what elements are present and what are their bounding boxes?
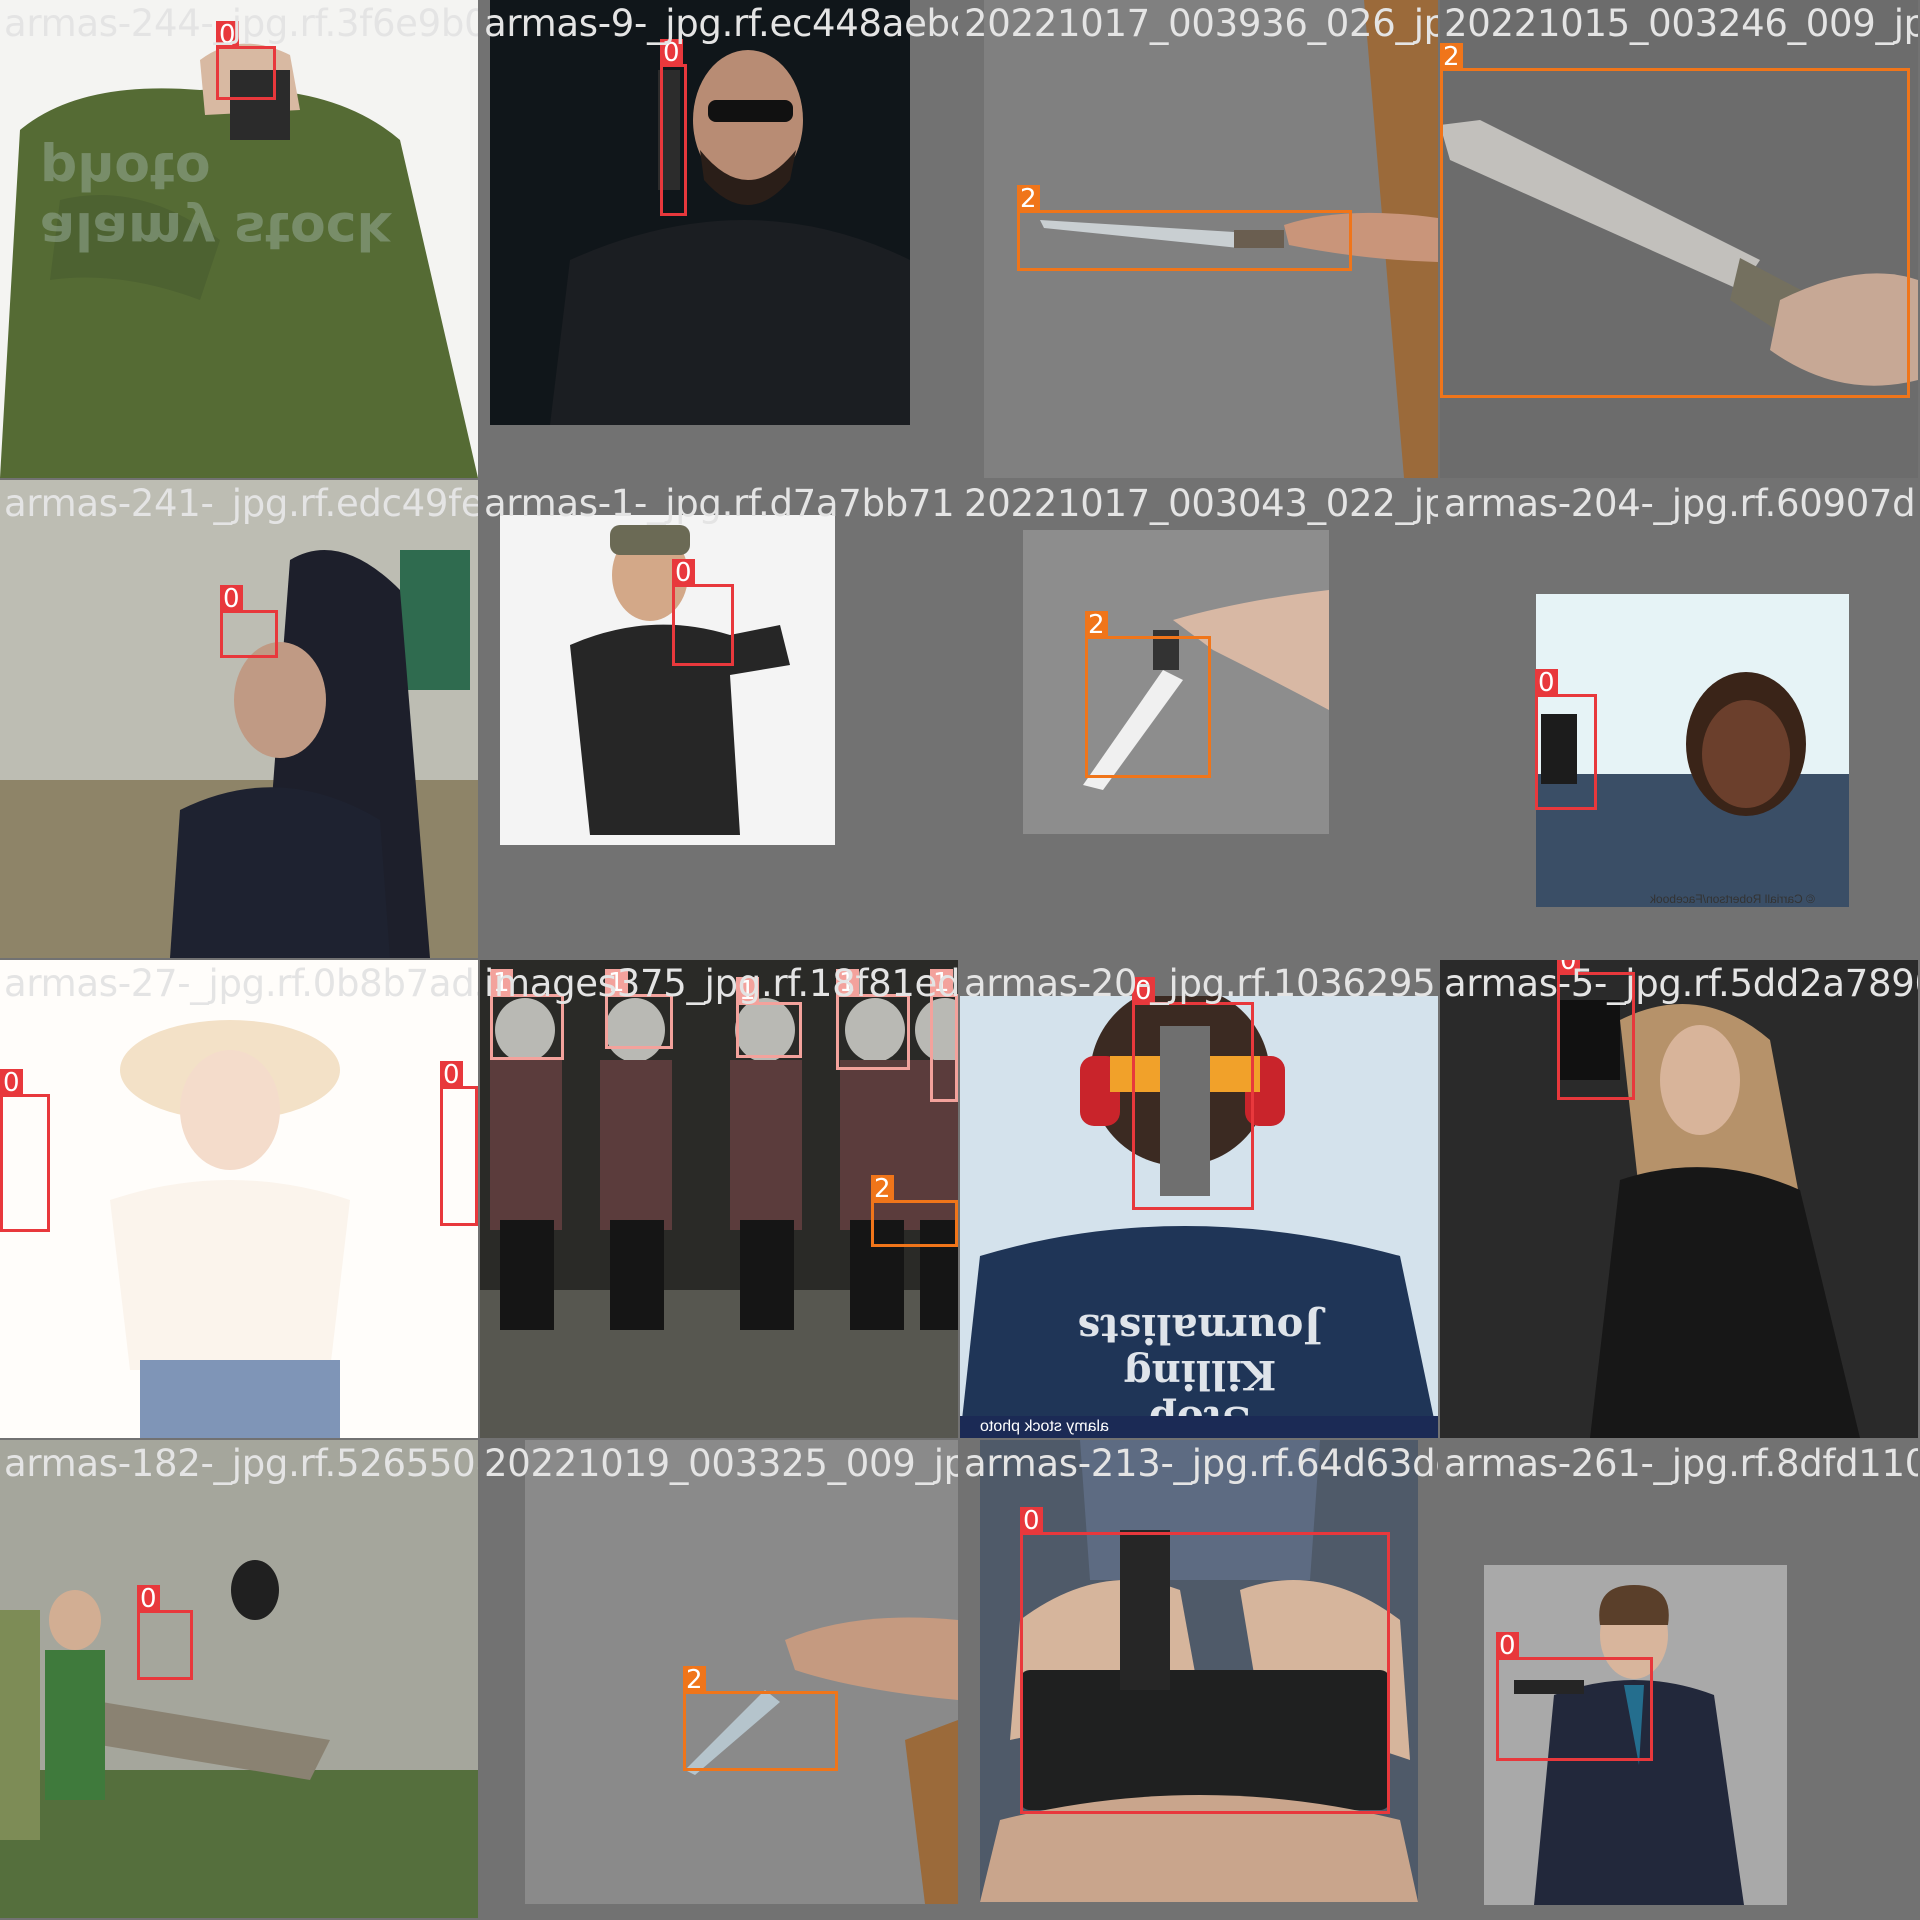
detection-box: 2	[1017, 185, 1352, 271]
class-label: 2	[683, 1666, 706, 1695]
tile-filename: armas-204-_jpg.rf.60907d2b	[1444, 482, 1918, 525]
detection-box: 0	[1496, 1632, 1653, 1761]
tile-photo	[1023, 530, 1329, 834]
image-tile: 2 20221017_003043_022_jpg	[960, 480, 1438, 958]
tile-photo	[0, 480, 478, 958]
class-label: 0	[1132, 977, 1155, 1006]
class-label: 1	[836, 969, 859, 998]
image-tile: 0 armas-261-_jpg.rf.8dfd110a	[1440, 1440, 1918, 1918]
image-tile: 0 armas-9-_jpg.rf.ec448aebc	[480, 0, 958, 478]
tile-filename: armas-20-_jpg.rf.1036295	[964, 962, 1436, 1005]
class-label: 0	[440, 1061, 463, 1090]
class-label: 0	[220, 585, 243, 614]
detection-box: 1	[605, 969, 673, 1049]
detection-box: 0	[440, 1061, 478, 1226]
class-label: 2	[1085, 611, 1108, 640]
tile-photo	[0, 1440, 478, 1918]
detection-box: 0	[1557, 960, 1635, 1100]
class-label: 0	[660, 39, 683, 68]
class-label: 2	[1440, 43, 1463, 72]
tile-filename: 20221017_003936_026_jpg	[964, 2, 1438, 45]
image-tile: © Carriall Robertson/Facebook 0 armas-204-…	[1440, 480, 1918, 958]
detection-box: 0	[1020, 1507, 1390, 1814]
class-label: 2	[1017, 185, 1040, 214]
tile-photo	[980, 1440, 1418, 1902]
detection-box: 2	[871, 1175, 958, 1247]
class-label: 0	[1535, 669, 1558, 698]
tile-filename: 20221015_003246_009_jpg	[1444, 2, 1918, 45]
image-tile: 2 20221017_003936_026_jpg	[960, 0, 1438, 478]
class-label: 0	[1557, 960, 1580, 976]
tile-photo	[500, 515, 835, 845]
detection-box: 0	[0, 1069, 50, 1232]
class-label: 0	[216, 21, 239, 50]
tile-photo	[1440, 0, 1918, 478]
detection-box: 0	[672, 559, 734, 666]
detection-box: 1	[490, 969, 564, 1060]
tile-filename: images375_jpg.rf.18f81ed96	[484, 962, 958, 1005]
photo-credit: © Carriall Robertson/Facebook	[1650, 892, 1815, 906]
image-tile: 0 armas-5-_jpg.rf.5dd2a7890f	[1440, 960, 1918, 1438]
class-label: 1	[930, 969, 953, 998]
detection-box: 1	[930, 969, 958, 1102]
tile-photo	[984, 0, 1438, 478]
class-label: 1	[736, 977, 759, 1006]
image-tile: 0 armas-213-_jpg.rf.64d63dcd	[960, 1440, 1438, 1918]
tile-filename: armas-5-_jpg.rf.5dd2a7890f	[1444, 962, 1918, 1005]
image-tile: 0 armas-241-_jpg.rf.edc49fe7	[0, 480, 478, 958]
detection-box: 2	[1085, 611, 1211, 778]
class-label: 0	[137, 1585, 160, 1614]
class-label: 0	[1496, 1632, 1519, 1661]
class-label: 1	[605, 969, 628, 998]
detection-box: 0	[1535, 669, 1597, 810]
detection-box: 2	[683, 1666, 838, 1771]
detection-box: 0	[216, 21, 276, 100]
image-tile: 2 20221019_003325_009_jpg	[480, 1440, 958, 1918]
tile-photo	[0, 0, 478, 478]
tile-filename: armas-213-_jpg.rf.64d63dcd	[964, 1442, 1438, 1485]
class-label: 1	[490, 969, 513, 998]
detection-box: 1	[836, 969, 910, 1070]
detection-box: 0	[660, 39, 687, 216]
detection-box: 0	[220, 585, 278, 658]
tile-filename: 20221019_003325_009_jpg	[484, 1442, 958, 1485]
image-tile: alamy stock photo 0 armas-244-_jpg.rf.3f6e…	[0, 0, 478, 478]
tile-photo	[490, 0, 910, 425]
tile-photo	[960, 996, 1438, 1438]
tile-filename: 20221017_003043_022_jpg	[964, 482, 1438, 525]
class-label: 0	[0, 1069, 23, 1098]
tile-photo	[0, 960, 478, 1438]
watermark: alamy stock photo	[40, 140, 392, 260]
class-label: 2	[871, 1175, 894, 1204]
image-tile: 2 20221015_003246_009_jpg	[1440, 0, 1918, 478]
tile-filename: armas-244-_jpg.rf.3f6e9b0e1	[4, 2, 478, 45]
tile-filename: armas-261-_jpg.rf.8dfd110a	[1444, 1442, 1918, 1485]
tile-filename: armas-241-_jpg.rf.edc49fe7	[4, 482, 478, 525]
detection-box: 0	[1132, 977, 1254, 1210]
class-label: 0	[672, 559, 695, 588]
tile-photo	[1484, 1565, 1787, 1905]
class-label: 0	[1020, 1507, 1043, 1536]
tile-photo	[1440, 960, 1918, 1438]
image-tile: 0 armas-182-_jpg.rf.5265508a	[0, 1440, 478, 1918]
detection-box: 0	[137, 1585, 193, 1680]
tile-filename: armas-1-_jpg.rf.d7a7bb71	[484, 482, 955, 525]
tile-photo	[525, 1440, 958, 1904]
tile-photo	[480, 960, 958, 1438]
image-tile: 0 0 armas-27-_jpg.rf.0b8b7ad5b	[0, 960, 478, 1438]
detection-box: 2	[1440, 43, 1910, 398]
tile-photo	[1536, 594, 1849, 907]
tile-filename: armas-9-_jpg.rf.ec448aebc	[484, 2, 958, 45]
image-tile: 1 1 1 1 1 2 images375_jpg.rf.18f81ed96	[480, 960, 958, 1438]
detection-box: 1	[736, 977, 802, 1058]
photo-credit: alamy stock photo	[960, 1416, 1438, 1438]
image-tile: 0 armas-1-_jpg.rf.d7a7bb71	[480, 480, 958, 958]
tile-filename: armas-182-_jpg.rf.5265508a	[4, 1442, 478, 1485]
tile-filename: armas-27-_jpg.rf.0b8b7ad5b	[4, 962, 478, 1005]
